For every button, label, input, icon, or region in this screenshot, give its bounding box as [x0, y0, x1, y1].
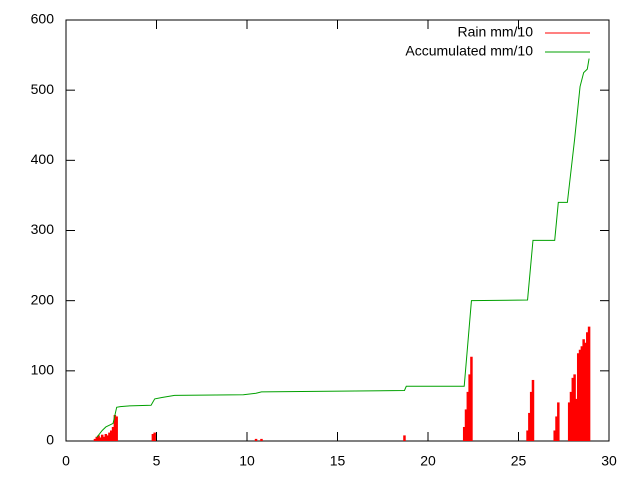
- y-tick-label: 0: [46, 432, 54, 448]
- x-tick-label: 0: [62, 453, 70, 469]
- x-tick-label: 10: [239, 453, 255, 469]
- x-tick-label: 25: [511, 453, 527, 469]
- y-tick-label: 300: [31, 221, 55, 237]
- legend-label: Rain mm/10: [458, 24, 534, 40]
- plot-frame: [65, 19, 610, 442]
- y-tick-label: 500: [31, 81, 55, 97]
- x-tick-label: 5: [153, 453, 161, 469]
- x-tick-label: 20: [420, 453, 436, 469]
- y-tick-label: 100: [31, 362, 55, 378]
- y-tick-label: 600: [31, 11, 55, 27]
- x-tick-label: 30: [601, 453, 617, 469]
- x-tick-label: 15: [330, 453, 346, 469]
- y-tick-label: 200: [31, 291, 55, 307]
- series-line: [96, 58, 590, 438]
- y-tick-label: 400: [31, 151, 55, 167]
- legend-label: Accumulated mm/10: [405, 43, 533, 59]
